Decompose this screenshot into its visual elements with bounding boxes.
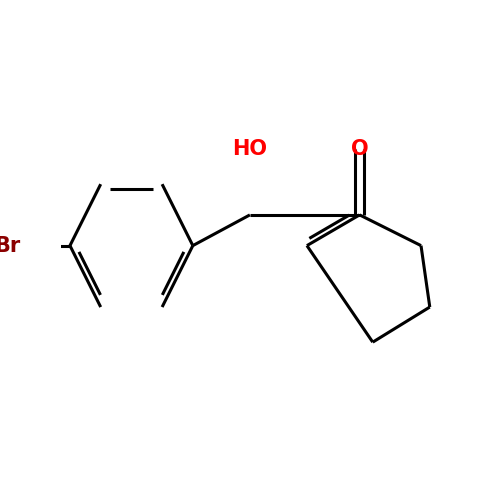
Text: HO: HO [232, 139, 268, 159]
Text: O: O [351, 139, 368, 159]
Text: Br: Br [0, 236, 20, 256]
